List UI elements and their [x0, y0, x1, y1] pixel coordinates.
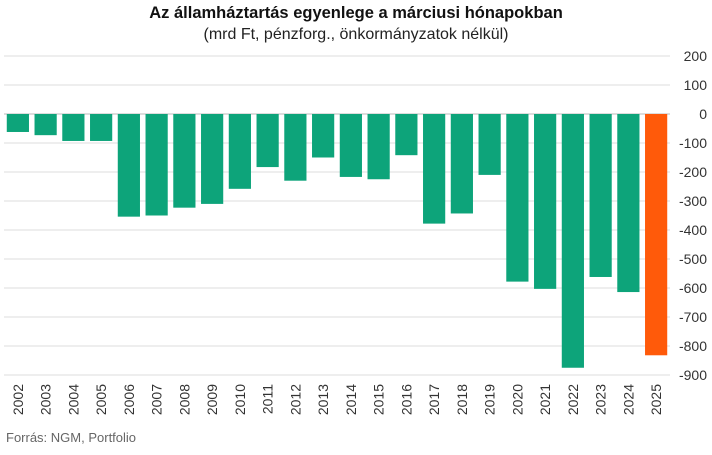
bar-2019	[478, 114, 501, 175]
bar-2008	[173, 114, 196, 208]
x-tick-label: 2023	[593, 384, 609, 415]
y-tick-label: -500	[679, 251, 707, 267]
x-tick-label: 2005	[93, 384, 109, 415]
bar-2024	[617, 114, 640, 293]
bar-2015	[367, 114, 390, 180]
bar-2003	[34, 114, 57, 136]
x-tick-label: 2007	[149, 384, 165, 415]
x-tick-label: 2024	[620, 384, 636, 415]
bar-2025	[645, 114, 668, 356]
y-tick-label: -200	[679, 164, 707, 180]
bar-2007	[145, 114, 168, 216]
bar-2020	[506, 114, 529, 282]
x-tick-label: 2025	[648, 384, 664, 415]
x-tick-label: 2016	[398, 384, 414, 415]
y-tick-label: -800	[679, 338, 707, 354]
chart-subtitle: (mrd Ft, pénzforg., önkormányzatok nélkü…	[203, 26, 509, 43]
y-tick-label: 0	[699, 106, 707, 122]
bar-2022	[561, 114, 584, 368]
bar-2009	[201, 114, 224, 204]
source-note: Forrás: NGM, Portfolio	[6, 430, 137, 445]
x-tick-label: 2015	[371, 384, 387, 415]
x-tick-label: 2003	[38, 384, 54, 415]
bar-2005	[90, 114, 113, 141]
y-tick-label: 200	[684, 48, 708, 64]
x-tick-label: 2019	[482, 384, 498, 415]
y-tick-label: -400	[679, 222, 707, 238]
x-tick-label: 2004	[65, 384, 81, 415]
y-tick-label: -100	[679, 135, 707, 151]
x-tick-label: 2020	[509, 384, 525, 415]
bar-2011	[256, 114, 279, 168]
bar-2016	[395, 114, 418, 156]
x-tick-label: 2018	[454, 384, 470, 415]
y-tick-label: -900	[679, 367, 707, 383]
x-tick-label: 2011	[260, 384, 276, 414]
x-tick-label: 2013	[315, 384, 331, 415]
bar-2021	[534, 114, 557, 289]
bar-2012	[284, 114, 307, 181]
x-tick-label: 2008	[176, 384, 192, 415]
y-tick-label: -600	[679, 280, 707, 296]
bar-2010	[228, 114, 251, 189]
bar-2004	[62, 114, 85, 141]
x-tick-label: 2012	[287, 384, 303, 415]
x-tick-label: 2021	[537, 384, 553, 415]
x-tick-label: 2009	[204, 384, 220, 415]
y-tick-label: 100	[684, 77, 708, 93]
chart-title: Az államháztartás egyenlege a márciusi h…	[149, 4, 563, 22]
bar-2018	[450, 114, 473, 214]
x-tick-label: 2010	[232, 384, 248, 415]
y-tick-label: -700	[679, 309, 707, 325]
x-tick-label: 2002	[10, 384, 26, 415]
bar-2006	[117, 114, 140, 217]
bar-2023	[589, 114, 612, 277]
x-tick-label: 2014	[343, 384, 359, 415]
x-tick-label: 2022	[565, 384, 581, 415]
y-tick-label: -300	[679, 193, 707, 209]
x-tick-label: 2017	[426, 384, 442, 415]
x-tick-label: 2006	[121, 384, 137, 415]
bar-2002	[6, 114, 29, 132]
bar-2013	[312, 114, 335, 158]
bar-2014	[339, 114, 362, 177]
bar-2017	[423, 114, 446, 224]
